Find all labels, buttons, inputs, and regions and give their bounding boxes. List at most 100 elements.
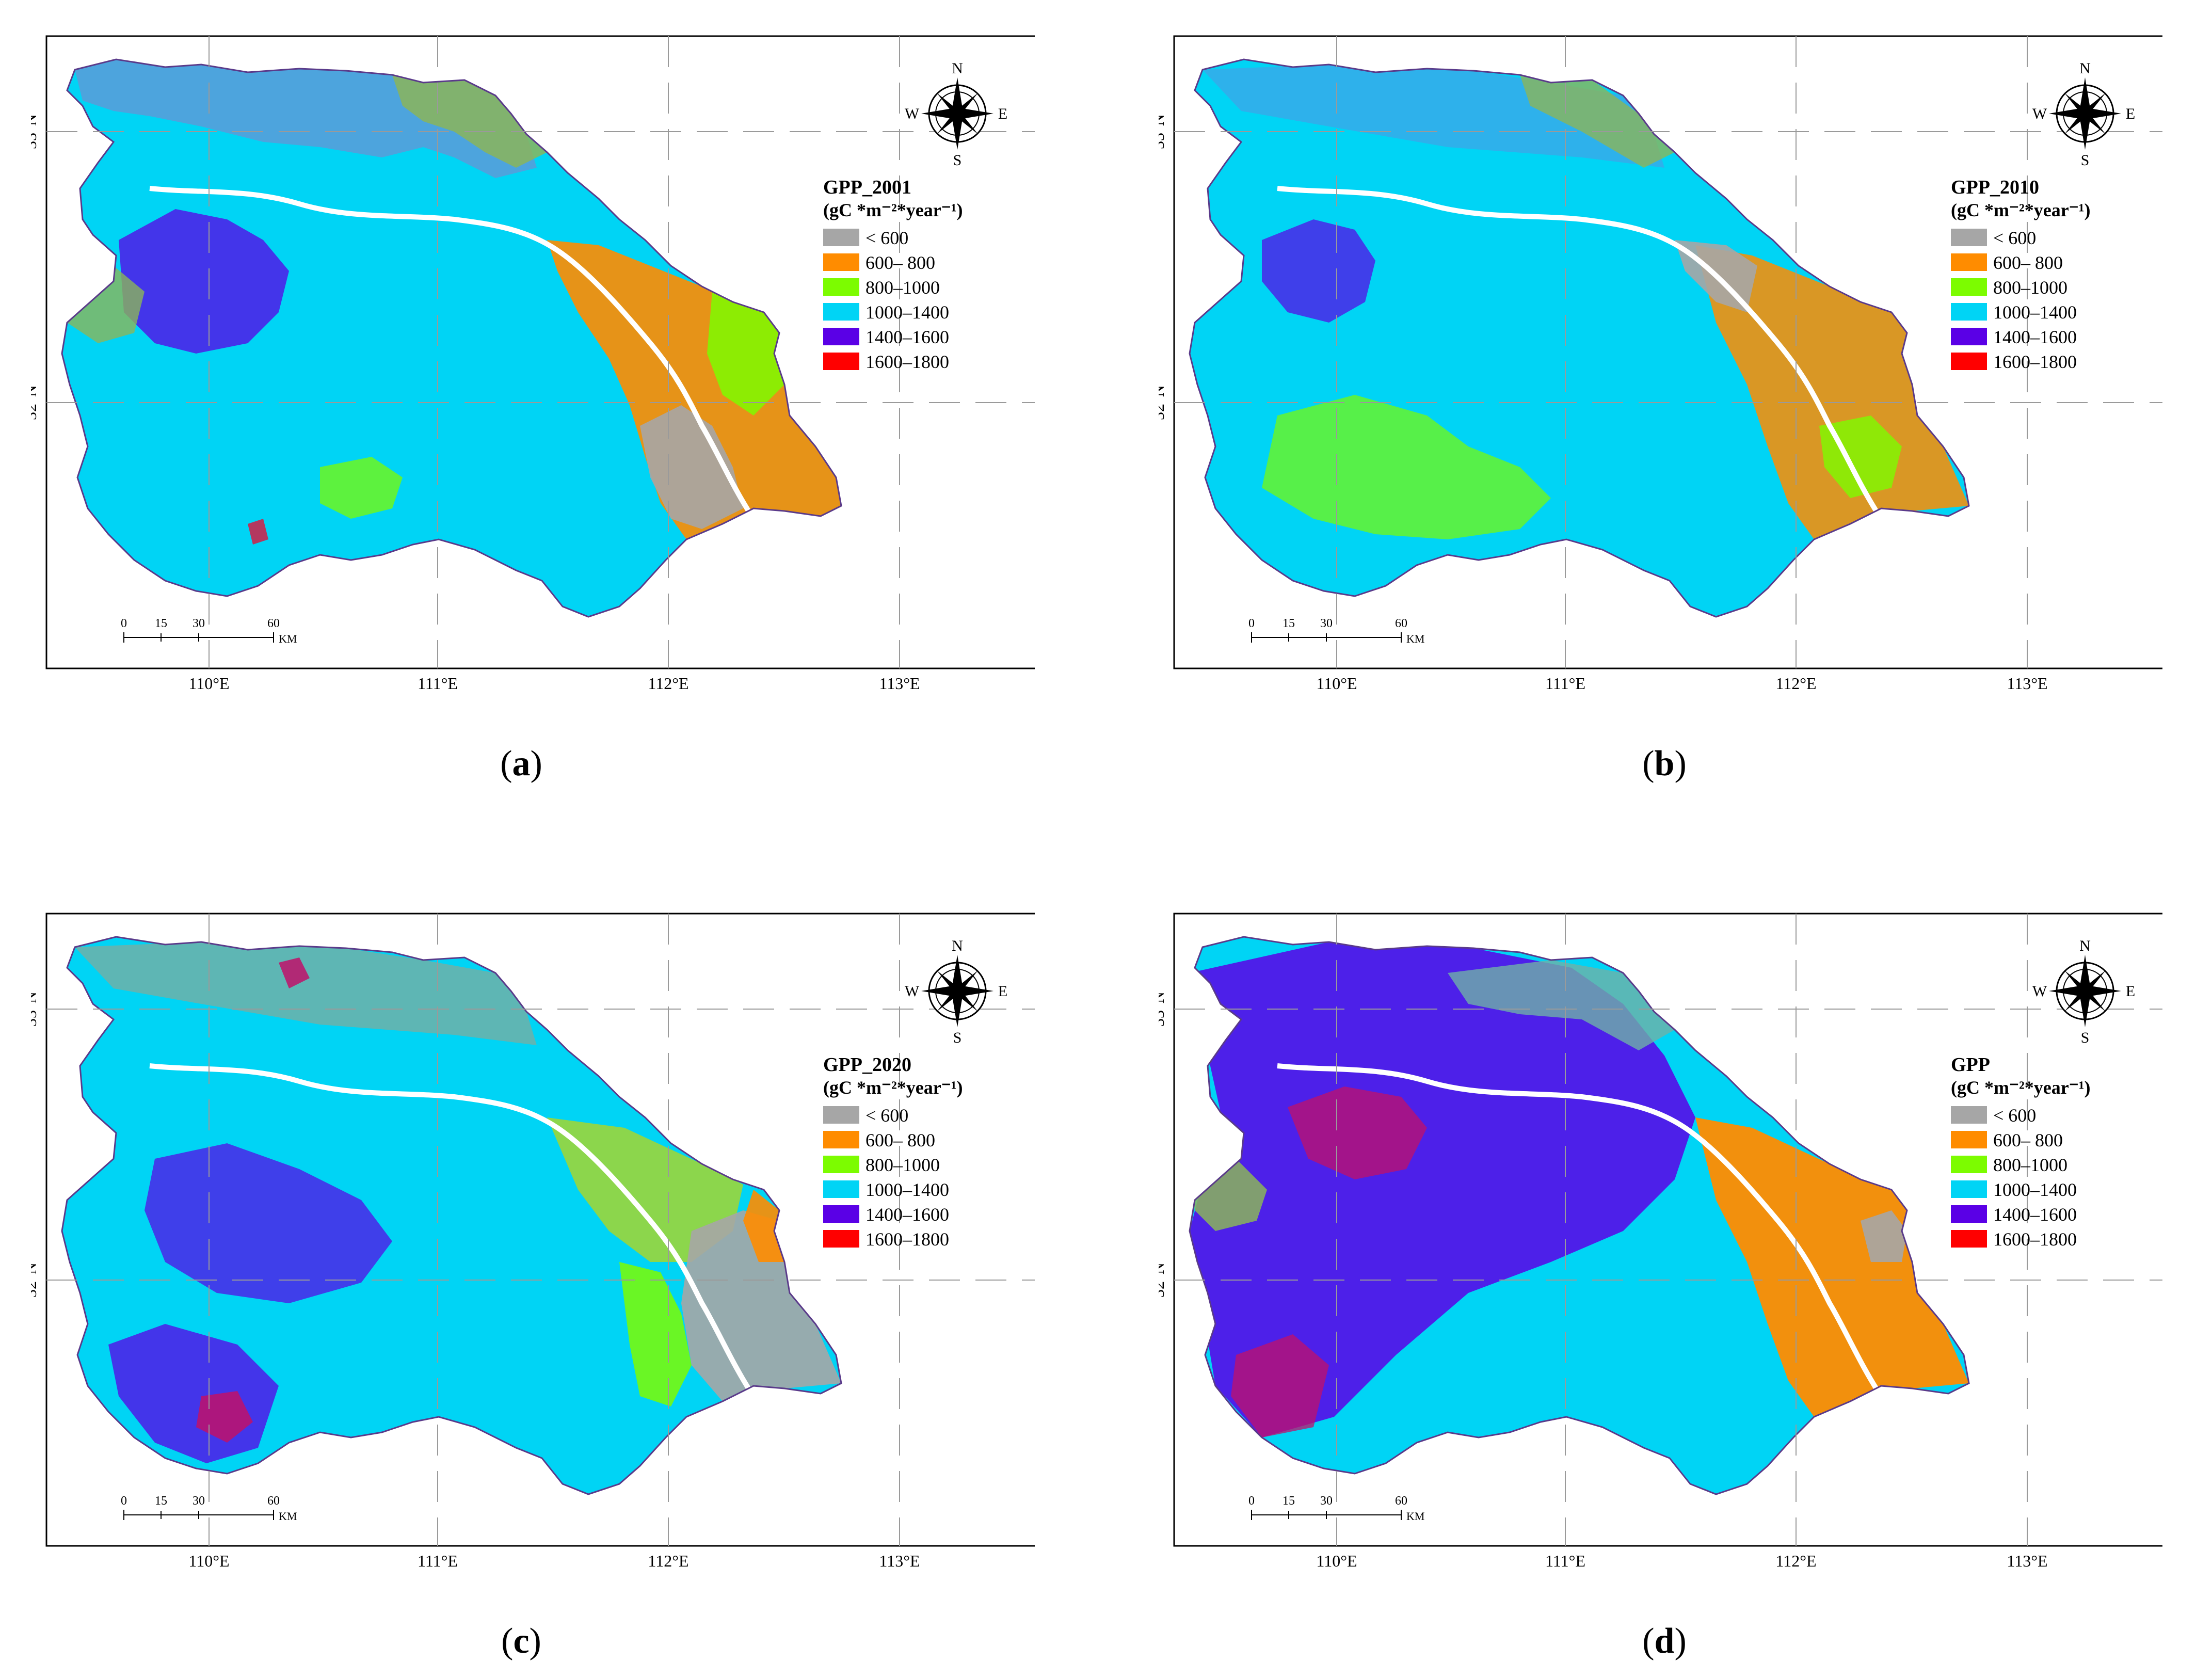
- compass-e: E: [998, 983, 1007, 1000]
- lon-label: 111°E: [418, 23, 458, 24]
- scale-bar: 0 15 30 60 KM: [1248, 617, 1424, 645]
- map-region-group: [1190, 937, 1969, 1494]
- legend-swatch: [823, 229, 859, 246]
- compass-rose-icon: N S E W: [905, 60, 1007, 169]
- panel-a: 110°E 111°E 112°E 113°E 110°E 111°E 112°…: [31, 23, 1035, 710]
- legend-label: 1600–1800: [1993, 351, 2077, 372]
- lon-label: 110°E: [1316, 901, 1357, 902]
- lon-label: 110°E: [188, 901, 229, 902]
- legend-swatch: [823, 328, 859, 345]
- region-outline: [1189, 58, 1970, 618]
- compass-rose-icon: N S E W: [2032, 937, 2135, 1046]
- lon-label: 113°E: [879, 23, 920, 24]
- lon-label: 112°E: [1775, 901, 1816, 902]
- lon-labels-bottom: 110°E 111°E 112°E 113°E: [188, 1552, 920, 1570]
- region-east-green: [707, 292, 784, 415]
- river-hanjiang: [1277, 1063, 1884, 1398]
- caption-b: (b): [1642, 744, 1687, 784]
- legend-swatch: [823, 253, 859, 271]
- legend-swatch: [1951, 1205, 1987, 1223]
- legend-swatch: [1951, 1180, 1987, 1198]
- scale-unit: KM: [1406, 1510, 1424, 1523]
- lon-label: 113°E: [2007, 23, 2047, 24]
- legend-swatch: [823, 1131, 859, 1148]
- legend-unit: (gC *m⁻²*year⁻¹): [1951, 1077, 2091, 1098]
- region-east-gray: [640, 405, 743, 529]
- legend-items: < 600 600– 800 800–1000 1000–1400 1400–1…: [1951, 228, 2077, 372]
- gpp-map: 110°E 111°E 112°E 113°E 110°E 111°E 112°…: [31, 23, 1035, 693]
- legend: GPP_2001 (gC *m⁻²*year⁻¹) < 600 600– 800…: [823, 177, 963, 372]
- legend-label: 1000–1400: [865, 1179, 949, 1200]
- scale-tick: 60: [267, 617, 280, 630]
- legend-swatch: [823, 303, 859, 321]
- scale-tick: 60: [1395, 1494, 1407, 1508]
- scale-tick: 0: [121, 1494, 127, 1508]
- panel-d: 110°E 111°E 112°E 113°E 110°E 111°E 112°…: [1159, 901, 2162, 1587]
- river-hanjiang: [149, 186, 756, 520]
- legend-swatch: [1951, 278, 1987, 296]
- legend-swatch: [823, 1106, 859, 1124]
- scale-tick: 30: [193, 617, 205, 630]
- scale-tick: 30: [193, 1494, 205, 1508]
- legend-swatch: [823, 1180, 859, 1198]
- compass-e: E: [998, 105, 1007, 122]
- region-east-gray: [1861, 1210, 1907, 1262]
- scale-tick: 60: [267, 1494, 280, 1508]
- legend-label: 1400–1600: [1993, 327, 2077, 347]
- legend-label: 1600–1800: [865, 351, 949, 372]
- lon-label: 113°E: [879, 901, 920, 902]
- region-south-green: [1262, 395, 1551, 539]
- lon-label: 112°E: [648, 901, 688, 902]
- lon-label: 113°E: [879, 674, 920, 693]
- lon-labels-top: 110°E 111°E 112°E 113°E: [188, 23, 920, 24]
- compass-e: E: [2126, 983, 2135, 1000]
- legend-swatch: [1951, 353, 1987, 370]
- region-east-orange: [547, 240, 841, 539]
- region-central-purple: [145, 1143, 392, 1303]
- legend-label: 800–1000: [865, 1155, 940, 1175]
- scale-bar: 0 15 30 60 KM: [121, 1494, 297, 1523]
- lon-labels-top: 110°E 111°E 112°E 113°E: [1316, 23, 2047, 24]
- legend-label: 800–1000: [1993, 1155, 2067, 1175]
- lat-label: 33°N: [31, 114, 40, 149]
- compass-w: W: [2032, 105, 2047, 122]
- map-frame: [1173, 35, 2162, 669]
- lon-labels-bottom: 110°E 111°E 112°E 113°E: [1316, 1552, 2047, 1570]
- lon-label: 111°E: [1545, 1552, 1585, 1570]
- legend-swatch: [1951, 1230, 1987, 1248]
- scale-tick: 15: [155, 1494, 167, 1508]
- region-east-green-south: [619, 1262, 692, 1407]
- region-north-green: [1520, 75, 1675, 168]
- lon-label: 113°E: [2007, 901, 2047, 902]
- legend-swatch: [1951, 1106, 1987, 1124]
- lon-label: 111°E: [1545, 674, 1585, 693]
- scale-tick: 0: [1248, 617, 1255, 630]
- scale-tick: 60: [1395, 617, 1407, 630]
- legend-items: < 600 600– 800 800–1000 1000–1400 1400–1…: [823, 1105, 949, 1250]
- region-central-red: [1288, 1086, 1427, 1179]
- region-east-green: [547, 1117, 743, 1262]
- scale-tick: 30: [1320, 1494, 1333, 1508]
- region-east-green: [1819, 415, 1902, 498]
- legend-swatch: [823, 278, 859, 296]
- caption-d: (d): [1642, 1621, 1687, 1661]
- region-south-green: [320, 457, 403, 519]
- legend-label: 600– 800: [1993, 1130, 2063, 1150]
- legend-label: 1400–1600: [1993, 1204, 2077, 1225]
- compass-n: N: [2079, 937, 2091, 954]
- legend-label: < 600: [865, 228, 908, 248]
- legend-swatch: [1951, 328, 1987, 345]
- region-outline: [61, 58, 842, 618]
- map-region-group: [62, 937, 841, 1494]
- legend: GPP (gC *m⁻²*year⁻¹) < 600 600– 800 800–…: [1951, 1054, 2091, 1250]
- scale-tick: 15: [1283, 1494, 1295, 1508]
- region-north-green: [392, 75, 547, 168]
- legend: GPP_2020 (gC *m⁻²*year⁻¹) < 600 600– 800…: [823, 1054, 963, 1250]
- scale-unit: KM: [279, 632, 297, 645]
- lat-label: 32°N: [31, 1263, 40, 1298]
- region-east-gray: [681, 1210, 841, 1401]
- lat-label: 32°N: [1159, 385, 1167, 420]
- legend-label: < 600: [1993, 228, 2036, 248]
- graticule: [1174, 914, 2162, 1546]
- legend-unit: (gC *m⁻²*year⁻¹): [823, 200, 963, 220]
